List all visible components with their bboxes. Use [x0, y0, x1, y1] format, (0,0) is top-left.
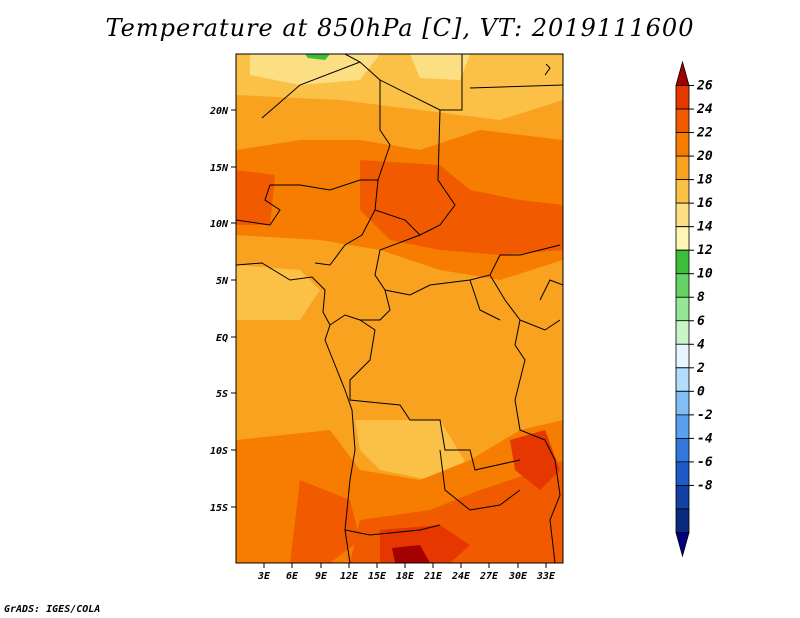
colorbar-segment — [675, 85, 690, 110]
lon-label: 12E — [340, 571, 359, 582]
colorbar-label: 22 — [696, 126, 713, 141]
colorbar-segment — [675, 414, 690, 439]
lon-label: 9E — [315, 571, 328, 582]
colorbar-segment — [675, 485, 690, 510]
lat-label: 15N — [210, 163, 229, 174]
lon-label: 27E — [479, 571, 499, 582]
lat-label: 20N — [209, 106, 229, 117]
lat-label: 10N — [210, 219, 229, 230]
colorbar-segment — [675, 343, 690, 369]
map-frame — [235, 53, 564, 564]
colorbar-label: 18 — [697, 173, 713, 188]
lon-label: 30E — [508, 571, 528, 582]
lon-label: 3E — [257, 571, 271, 582]
colorbar-segment — [675, 296, 690, 322]
colorbar-segment — [675, 155, 690, 181]
lon-label: 6E — [286, 571, 299, 582]
colorbar-label: -4 — [697, 431, 713, 446]
temperature-field — [236, 54, 563, 563]
colorbar-label: -6 — [697, 455, 713, 470]
colorbar-label: 26 — [696, 79, 713, 94]
country-borders — [236, 54, 563, 563]
colorbar-label: 0 — [697, 384, 705, 399]
colorbar-label: 8 — [697, 290, 705, 305]
colorbar-segment — [675, 437, 690, 463]
lon-label: 21E — [423, 571, 443, 582]
lat-ticks — [231, 109, 236, 508]
colorbar-segment — [675, 249, 690, 275]
colorbar-segment — [675, 108, 690, 133]
colorbar-segment — [675, 60, 690, 86]
lat-label: 15S — [210, 503, 228, 514]
colorbar-segment — [675, 461, 690, 486]
colorbar-segment — [675, 273, 690, 298]
lon-label: 24E — [451, 571, 471, 582]
colorbar-segment — [675, 508, 690, 533]
colorbar-segment — [675, 390, 690, 416]
colorbar-label: 24 — [696, 102, 713, 117]
lon-labels: 3E 6E 9E 12E 15E 18E 21E 24E 27E 30E 33E — [257, 571, 556, 582]
colorbar-label: -2 — [697, 408, 713, 423]
colorbar-label: 14 — [697, 220, 713, 235]
colorbar — [675, 60, 690, 558]
colorbar-label: 16 — [697, 196, 713, 211]
colorbar-segment — [675, 226, 690, 251]
colorbar-label: 10 — [697, 267, 713, 282]
lat-label: 10S — [210, 446, 228, 457]
colorbar-label: 2 — [696, 361, 705, 376]
lon-label: 18E — [396, 571, 415, 582]
lat-label: 5S — [216, 389, 228, 400]
colorbar-label: 12 — [697, 243, 713, 258]
lon-label: 15E — [368, 571, 387, 582]
colorbar-segment — [675, 532, 690, 558]
lat-labels: 20N 15N 10N 5N EQ 5S 10S 15S — [209, 106, 229, 514]
colorbar-segment — [675, 132, 690, 157]
lon-ticks — [263, 563, 547, 568]
colorbar-segment — [675, 367, 690, 392]
colorbar-label: 4 — [697, 337, 705, 352]
colorbar-label: 20 — [696, 149, 713, 164]
colorbar-segment — [675, 179, 690, 204]
colorbar-segment — [675, 320, 690, 345]
lon-label: 33E — [536, 571, 556, 582]
lat-label: 5N — [216, 276, 229, 287]
colorbar-label: 6 — [697, 314, 705, 329]
colorbar-label: -8 — [697, 478, 713, 493]
chart-title: Temperature at 850hPa [C], VT: 201911160… — [105, 14, 695, 42]
colorbar-segment — [675, 202, 690, 228]
footer-credit: GrADS: IGES/COLA — [4, 604, 101, 615]
lat-label: EQ — [216, 333, 228, 344]
